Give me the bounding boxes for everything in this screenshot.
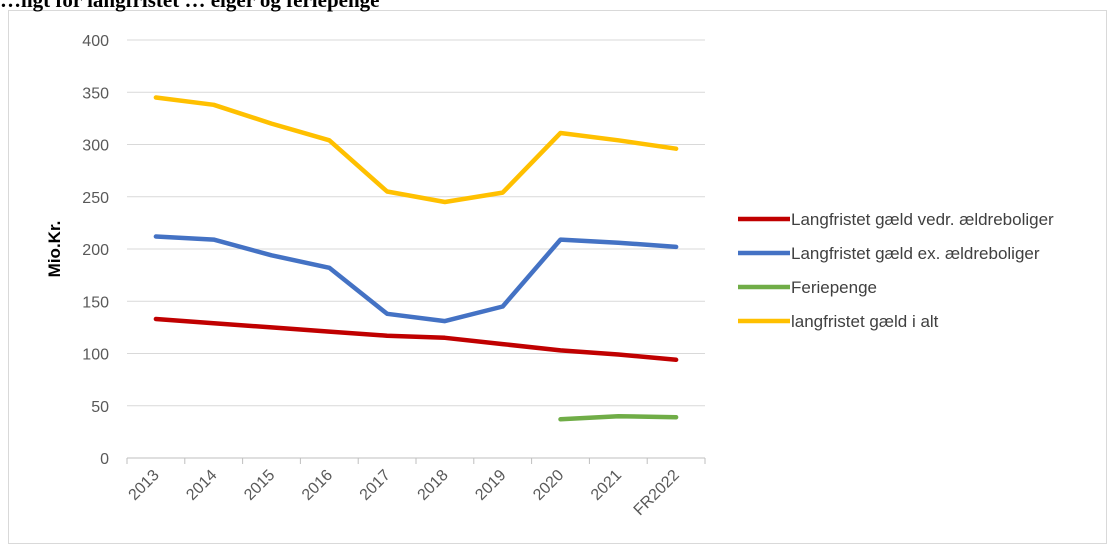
- x-tick-label: 2020: [530, 467, 567, 504]
- x-tick-label: FR2022: [631, 467, 683, 519]
- legend-label: langfristet gæld i alt: [791, 312, 939, 331]
- y-axis-title: Mio.Kr.: [45, 221, 64, 278]
- chart-title: …ligt for langfristet … eiger og feriepe…: [0, 0, 380, 12]
- x-tick-label: 2016: [299, 467, 336, 504]
- y-tick-label: 200: [82, 242, 109, 259]
- legend-label: Langfristet gæld ex. ældreboliger: [791, 244, 1040, 263]
- x-tick-label: 2021: [588, 467, 625, 504]
- x-tick-label: 2013: [126, 467, 163, 504]
- x-tick-label: 2015: [241, 467, 278, 504]
- y-tick-label: 0: [100, 451, 109, 468]
- y-tick-label: 350: [82, 85, 109, 102]
- y-tick-label: 400: [82, 33, 109, 50]
- series-line-1: [153, 316, 679, 363]
- series-line-2: [153, 234, 679, 324]
- y-tick-label: 300: [82, 138, 109, 155]
- x-tick-label: 2019: [472, 467, 509, 504]
- series-line-3: [558, 413, 679, 422]
- y-tick-label: 250: [82, 190, 109, 207]
- legend-label: Langfristet gæld vedr. ældreboliger: [791, 210, 1054, 229]
- x-tick-label: 2018: [415, 467, 452, 504]
- x-tick-label: 2014: [183, 467, 220, 504]
- y-tick-label: 50: [91, 399, 109, 416]
- legend-label: Feriepenge: [791, 278, 877, 297]
- x-tick-label: 2017: [357, 467, 394, 504]
- y-tick-label: 100: [82, 347, 109, 364]
- series-line-4: [153, 95, 679, 205]
- chart-frame: [8, 10, 1107, 544]
- y-tick-label: 150: [82, 294, 109, 311]
